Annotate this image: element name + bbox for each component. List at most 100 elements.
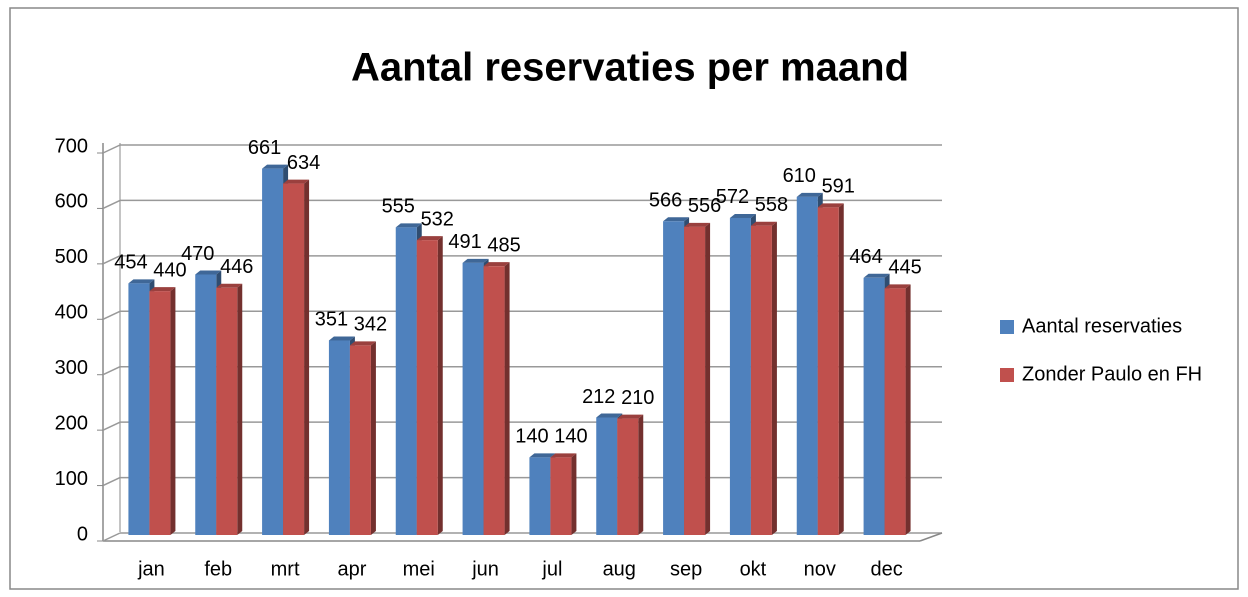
- data-label: 351: [315, 309, 348, 331]
- bar-top: [550, 453, 577, 458]
- data-label: 446: [220, 256, 253, 278]
- bar: [395, 227, 417, 535]
- bar: [328, 340, 350, 535]
- bar: [663, 221, 685, 535]
- x-tick-label: feb: [204, 558, 232, 580]
- y-tick-label: 200: [55, 412, 88, 434]
- bar: [550, 457, 572, 535]
- bar: [817, 207, 839, 535]
- bar: [750, 225, 772, 536]
- x-tick-label: apr: [337, 558, 366, 580]
- bar: [416, 240, 438, 535]
- bar-top: [416, 236, 443, 241]
- bar-side: [237, 283, 243, 535]
- grid-depth: [102, 532, 121, 542]
- data-label: 566: [649, 190, 682, 212]
- bar-top: [149, 287, 176, 292]
- bar-side: [638, 414, 644, 535]
- data-label: 140: [515, 426, 548, 448]
- data-label: 661: [248, 137, 281, 159]
- data-label: 440: [153, 259, 186, 281]
- grid-depth: [102, 255, 121, 265]
- bar: [195, 274, 217, 535]
- bar-side: [437, 236, 443, 535]
- data-label: 470: [181, 243, 214, 265]
- bar: [283, 183, 305, 535]
- data-label: 634: [287, 152, 320, 174]
- bar-top: [195, 270, 222, 275]
- x-tick-label: jul: [541, 558, 562, 580]
- bar-top: [328, 336, 355, 341]
- bar-top: [663, 217, 690, 222]
- bar-side: [571, 453, 577, 535]
- bar: [349, 345, 371, 535]
- data-label: 558: [755, 194, 788, 216]
- bar-side: [504, 262, 510, 535]
- grid-depth: [102, 366, 121, 376]
- bar-top: [817, 203, 844, 208]
- x-tick-label: jun: [471, 558, 499, 580]
- data-label: 342: [354, 314, 387, 336]
- bar-top: [729, 213, 756, 218]
- bar-top: [796, 192, 823, 197]
- y-tick-label: 100: [55, 468, 88, 490]
- data-label: 532: [421, 208, 454, 230]
- grid-depth: [102, 199, 121, 210]
- legend-label: Zonder Paulo en FH: [1022, 363, 1202, 385]
- bar-top: [462, 258, 489, 263]
- bar-top: [262, 164, 289, 169]
- bar-top: [750, 221, 777, 226]
- y-tick-label: 0: [77, 523, 88, 545]
- bar: [529, 457, 551, 535]
- data-label: 556: [688, 195, 721, 217]
- y-tick-label: 700: [55, 135, 88, 157]
- bar: [884, 288, 906, 535]
- data-label: 485: [487, 234, 520, 256]
- data-label: 491: [448, 231, 481, 253]
- legend-label: Aantal reservaties: [1022, 315, 1182, 337]
- bar-side: [771, 221, 777, 536]
- bar-side: [170, 287, 176, 535]
- data-label: 555: [382, 196, 415, 218]
- bar: [149, 291, 171, 535]
- x-tick-label: sep: [670, 558, 702, 580]
- bar: [216, 287, 238, 535]
- data-label: 445: [888, 257, 921, 279]
- bar: [483, 266, 505, 535]
- bar: [863, 277, 885, 535]
- x-tick-label: mei: [403, 558, 435, 580]
- floor-edge: [919, 532, 943, 542]
- data-label: 140: [554, 426, 587, 448]
- bar-side: [370, 341, 376, 535]
- bar-top: [349, 341, 376, 346]
- data-label: 212: [582, 386, 615, 408]
- bar-side: [905, 284, 911, 535]
- bar: [462, 262, 484, 535]
- bar-top: [863, 273, 890, 278]
- data-label: 454: [114, 252, 147, 274]
- legend-swatch: [1000, 320, 1014, 334]
- bar-top: [483, 262, 510, 267]
- grid-depth: [102, 144, 121, 154]
- bar: [596, 417, 618, 535]
- chart-title: Aantal reservaties per maand: [351, 46, 909, 90]
- bar-side: [304, 179, 310, 535]
- data-label: 210: [621, 387, 654, 409]
- grid-depth: [102, 476, 121, 487]
- bar-top: [128, 279, 155, 284]
- grid-depth: [102, 310, 121, 320]
- y-tick-label: 500: [55, 246, 88, 268]
- x-tick-label: nov: [804, 558, 836, 580]
- y-tick-label: 400: [55, 302, 88, 324]
- bar-top: [395, 223, 422, 228]
- data-label: 572: [716, 186, 749, 208]
- x-tick-label: dec: [870, 558, 902, 580]
- data-label: 591: [822, 176, 855, 198]
- y-tick-label: 300: [55, 357, 88, 379]
- grid-depth: [102, 421, 121, 431]
- bar: [262, 168, 284, 536]
- x-tick-label: mrt: [271, 558, 300, 580]
- data-label: 610: [783, 165, 816, 187]
- bar-top: [884, 284, 911, 289]
